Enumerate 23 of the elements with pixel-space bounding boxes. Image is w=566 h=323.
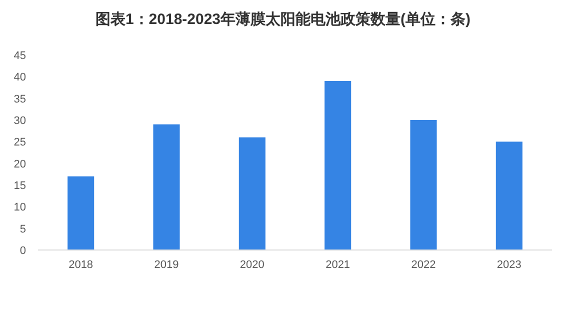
y-tick-label: 25	[14, 136, 26, 149]
bar	[68, 176, 94, 250]
y-tick-label: 40	[14, 72, 26, 84]
y-tick-label: 15	[14, 180, 26, 192]
x-tick-label: 2020	[240, 259, 264, 271]
y-tick-label: 10	[14, 202, 26, 214]
y-tick-label: 35	[14, 93, 26, 106]
x-tick-label: 2018	[68, 259, 94, 271]
y-tick-label: 30	[14, 115, 26, 127]
bar	[410, 120, 437, 250]
bar	[496, 142, 522, 250]
x-tick-label: 2022	[411, 259, 436, 271]
bar	[153, 124, 180, 250]
y-tick-label: 5	[20, 223, 26, 236]
x-tick-label: 2021	[326, 259, 350, 271]
bar	[324, 81, 352, 250]
y-tick-label: 45	[14, 50, 26, 62]
chart-title: 图表1：2018-2023年薄膜太阳能电池政策数量(单位：条)	[95, 11, 471, 28]
x-tick-label: 2019	[154, 259, 179, 271]
y-tick-label: 20	[14, 158, 26, 170]
x-tick-label: 2023	[496, 259, 522, 271]
y-tick-label: 0	[20, 245, 26, 257]
bar	[238, 137, 266, 250]
